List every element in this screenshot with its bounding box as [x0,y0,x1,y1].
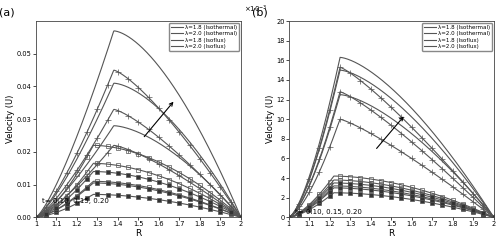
λ=1.8 (Isothermal) [58,195,64,198]
Text: (a): (a) [0,7,14,17]
Y-axis label: Velocity (U): Velocity (U) [266,95,274,143]
λ=2.0 (Isothermal) [490,216,496,219]
λ=1.8 (Isothermal) [415,138,421,141]
λ=2.0 (Isoflux) [90,193,96,196]
λ=1.8 (Isoflux) [353,185,359,188]
λ=2.0 (Isoflux) [182,203,188,206]
λ=1.8 (Isothermal) [33,216,39,219]
λ=2.0 (Isothermal) [100,157,105,160]
λ=1.8 (Isoflux) [310,203,316,206]
λ=2.0 (Isothermal) [111,144,117,147]
λ=1.8 (Isothermal) [100,141,105,144]
Line: λ=1.8 (Isothermal): λ=1.8 (Isothermal) [36,126,241,217]
λ=1.8 (Isothermal) [162,146,168,149]
λ=2.0 (Isothermal) [310,183,316,186]
Line: λ=2.0 (Isoflux): λ=2.0 (Isoflux) [288,193,494,217]
λ=2.0 (Isothermal) [415,161,421,164]
λ=2.0 (Isoflux) [100,193,106,196]
λ=1.8 (Isothermal) [238,216,244,219]
λ=1.8 (Isothermal) [434,155,440,158]
Text: t= 0.10, 0.15, 0.20: t= 0.10, 0.15, 0.20 [295,209,362,215]
Legend: λ=1.8 (Isothermal), λ=2.0 (Isothermal), λ=1.8 (Isoflux), λ=2.0 (Isoflux): λ=1.8 (Isothermal), λ=2.0 (Isothermal), … [169,23,239,51]
λ=2.0 (Isothermal) [58,200,64,203]
λ=2.0 (Isoflux) [162,199,168,202]
λ=2.0 (Isothermal) [435,175,441,178]
Line: λ=1.8 (Isothermal): λ=1.8 (Isothermal) [288,95,494,217]
λ=1.8 (Isoflux) [58,206,64,209]
Y-axis label: Velocity (U): Velocity (U) [6,95,16,143]
λ=2.0 (Isoflux) [58,209,64,212]
X-axis label: R: R [388,229,394,238]
λ=1.8 (Isothermal) [337,93,343,96]
λ=1.8 (Isoflux) [435,199,441,202]
Legend: λ=1.8 (Isothermal), λ=2.0 (Isothermal), λ=1.8 (Isoflux), λ=2.0 (Isoflux): λ=1.8 (Isothermal), λ=2.0 (Isothermal), … [422,23,492,51]
λ=1.8 (Isothermal) [435,156,441,159]
λ=2.0 (Isoflux) [310,206,316,209]
λ=1.8 (Isoflux) [100,180,106,183]
λ=2.0 (Isoflux) [490,216,496,219]
λ=2.0 (Isothermal) [434,174,440,177]
λ=2.0 (Isoflux) [238,216,244,219]
λ=1.8 (Isoflux) [286,216,292,219]
λ=1.8 (Isothermal) [114,125,120,128]
λ=1.8 (Isoflux) [182,195,188,198]
λ=1.8 (Isoflux) [368,187,374,189]
λ=2.0 (Isoflux) [286,216,292,219]
Text: $\times 10^{-3}$: $\times 10^{-3}$ [244,4,268,15]
λ=2.0 (Isoflux) [114,194,120,197]
λ=2.0 (Isoflux) [368,193,374,196]
λ=2.0 (Isoflux) [353,192,359,195]
λ=2.0 (Isothermal) [286,216,292,219]
λ=2.0 (Isoflux) [435,203,441,206]
λ=1.8 (Isoflux) [331,184,337,187]
λ=1.8 (Isothermal) [368,104,374,107]
λ=1.8 (Isothermal) [182,160,188,163]
λ=2.0 (Isothermal) [182,177,188,180]
λ=2.0 (Isothermal) [368,132,374,135]
λ=1.8 (Isoflux) [490,216,496,219]
λ=2.0 (Isothermal) [238,216,244,219]
λ=1.8 (Isothermal) [182,161,188,164]
λ=1.8 (Isothermal) [310,175,316,178]
λ=2.0 (Isoflux) [33,216,39,219]
λ=2.0 (Isoflux) [434,203,440,205]
λ=2.0 (Isothermal) [162,166,168,169]
λ=1.8 (Isoflux) [434,199,440,202]
λ=1.8 (Isoflux) [114,181,120,184]
X-axis label: R: R [136,229,141,238]
λ=1.8 (Isothermal) [111,124,117,127]
Line: λ=1.8 (Isoflux): λ=1.8 (Isoflux) [36,181,241,217]
λ=1.8 (Isoflux) [182,195,188,198]
Line: λ=2.0 (Isoflux): λ=2.0 (Isoflux) [36,194,241,217]
Line: λ=2.0 (Isothermal): λ=2.0 (Isothermal) [36,145,241,217]
λ=1.8 (Isothermal) [286,216,292,219]
λ=1.8 (Isothermal) [353,97,359,100]
λ=2.0 (Isothermal) [114,145,120,148]
λ=2.0 (Isothermal) [182,178,188,181]
λ=2.0 (Isoflux) [331,191,337,194]
λ=1.8 (Isoflux) [415,194,421,197]
λ=2.0 (Isothermal) [353,124,359,127]
Text: t= 0.10, 0.15, 0.20: t= 0.10, 0.15, 0.20 [42,197,109,204]
λ=2.0 (Isoflux) [182,203,188,205]
λ=1.8 (Isoflux) [238,216,244,219]
λ=2.0 (Isothermal) [33,216,39,219]
λ=1.8 (Isoflux) [90,180,96,183]
λ=2.0 (Isothermal) [337,118,343,121]
Text: (b): (b) [252,7,268,17]
λ=2.0 (Isoflux) [415,199,421,202]
Line: λ=2.0 (Isothermal): λ=2.0 (Isothermal) [288,119,494,217]
Line: λ=1.8 (Isoflux): λ=1.8 (Isoflux) [288,186,494,217]
λ=1.8 (Isoflux) [33,216,39,219]
λ=1.8 (Isothermal) [490,216,496,219]
λ=1.8 (Isoflux) [162,190,168,193]
